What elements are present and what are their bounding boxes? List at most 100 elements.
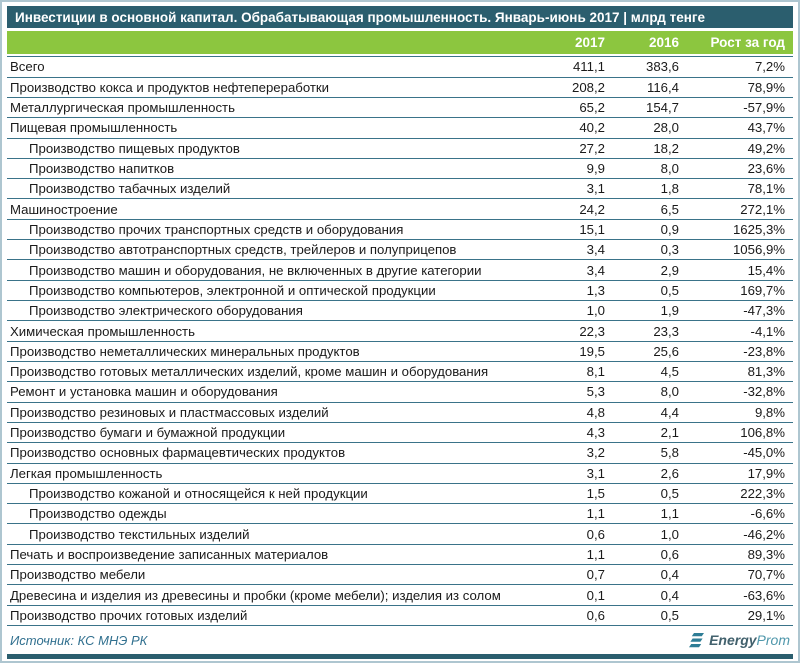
- cell-2017: 3,4: [586, 262, 605, 278]
- cell-2016: 1,8: [660, 181, 679, 197]
- row-label: Производство компьютеров, электронной и …: [29, 282, 436, 298]
- cell-growth: -23,8%: [743, 343, 785, 359]
- row-label: Легкая промышленность: [10, 465, 163, 481]
- column-header-growth: Рост за год: [710, 35, 785, 51]
- page-title: Инвестиции в основной капитал. Обрабатыв…: [7, 6, 793, 29]
- row-label: Производство прочих готовых изделий: [10, 607, 248, 623]
- table-row: Ремонт и установка машин и оборудования 5…: [7, 382, 793, 403]
- row-label: Всего: [10, 59, 45, 75]
- cell-growth: 106,8%: [740, 425, 785, 441]
- cell-growth: 70,7%: [747, 567, 785, 583]
- row-label: Ремонт и установка машин и оборудования: [10, 384, 278, 400]
- cell-growth: 81,3%: [747, 364, 785, 380]
- cell-growth: -4,1%: [750, 323, 785, 339]
- cell-2017: 24,2: [579, 201, 605, 217]
- cell-2017: 40,2: [579, 120, 605, 136]
- cell-2017: 5,3: [586, 384, 605, 400]
- energyprom-logo-icon: [688, 632, 705, 649]
- row-label: Древесина и изделия из древесины и пробк…: [10, 587, 501, 603]
- footer: Источник: КС МНЭ РК EnergyProm: [7, 626, 793, 654]
- cell-2016: 6,5: [660, 201, 679, 217]
- logo-text-energy: Energy: [709, 632, 757, 649]
- cell-2017: 8,1: [586, 364, 605, 380]
- cell-2016: 4,4: [660, 404, 679, 420]
- table-row: Производство одежды 1,1 1,1 -6,6%: [7, 504, 793, 525]
- row-label: Производство готовых металлических издел…: [10, 364, 489, 380]
- cell-growth: 23,6%: [747, 161, 785, 177]
- cell-growth: 7,2%: [754, 59, 785, 75]
- cell-2016: 23,3: [653, 323, 679, 339]
- table-row: Производство кожаной и относящейся к ней…: [7, 484, 793, 505]
- table-row: Производство основных фармацевтических п…: [7, 443, 793, 464]
- cell-2017: 0,1: [586, 587, 605, 603]
- row-label: Производство табачных изделий: [29, 181, 231, 197]
- cell-2016: 4,5: [660, 364, 679, 380]
- cell-growth: -6,6%: [750, 506, 785, 522]
- cell-growth: 78,9%: [747, 79, 785, 95]
- cell-2017: 9,9: [586, 161, 605, 177]
- table-row: Производство прочих транспортных средств…: [7, 220, 793, 241]
- cell-growth: -46,2%: [743, 526, 785, 542]
- table-header: 2017 2016 Рост за год: [7, 31, 793, 55]
- cell-2017: 1,1: [586, 506, 605, 522]
- cell-2017: 4,3: [586, 425, 605, 441]
- row-label: Производство кожаной и относящейся к ней…: [29, 486, 368, 502]
- cell-2016: 0,6: [660, 546, 679, 562]
- cell-growth: 15,4%: [747, 262, 785, 278]
- row-label: Производство бумаги и бумажной продукции: [10, 425, 286, 441]
- cell-2016: 1,9: [660, 303, 679, 319]
- cell-2016: 1,1: [660, 506, 679, 522]
- cell-2016: 2,1: [660, 425, 679, 441]
- cell-2017: 19,5: [579, 343, 605, 359]
- cell-growth: -57,9%: [743, 100, 785, 116]
- cell-2016: 8,0: [660, 384, 679, 400]
- table-body: Всего 411,1 383,6 7,2% Производство кокса и …: [7, 56, 793, 627]
- table-row: Производство автотранспортных средств, т…: [7, 240, 793, 261]
- cell-growth: 89,3%: [747, 546, 785, 562]
- row-label: Металлургическая промышленность: [10, 100, 235, 116]
- table-row: Древесина и изделия из древесины и пробк…: [7, 585, 793, 606]
- cell-2017: 65,2: [579, 100, 605, 116]
- logo-text: EnergyProm: [709, 632, 790, 648]
- cell-2017: 1,1: [586, 546, 605, 562]
- cell-growth: 43,7%: [747, 120, 785, 136]
- table-row: Производство прочих готовых изделий 0,6 0,…: [7, 606, 793, 627]
- cell-growth: 169,7%: [740, 282, 785, 298]
- cell-2017: 0,6: [586, 526, 605, 542]
- row-label: Химическая промышленность: [10, 323, 195, 339]
- cell-2017: 208,2: [571, 79, 605, 95]
- row-label: Производство электрического оборудования: [29, 303, 303, 319]
- cell-2017: 22,3: [579, 323, 605, 339]
- cell-2016: 0,5: [660, 607, 679, 623]
- cell-growth: 272,1%: [740, 201, 785, 217]
- cell-2016: 0,3: [660, 242, 679, 258]
- row-label: Печать и воспроизведение записанных мате…: [10, 546, 329, 562]
- cell-2017: 1,5: [586, 486, 605, 502]
- cell-2016: 25,6: [653, 343, 679, 359]
- row-label: Производство одежды: [29, 506, 167, 522]
- row-label: Производство машин и оборудования, не вк…: [29, 262, 482, 278]
- cell-growth: 222,3%: [740, 486, 785, 502]
- row-label: Производство кокса и продуктов нефтепере…: [10, 79, 330, 95]
- row-label: Производство основных фармацевтических п…: [10, 445, 346, 461]
- table-row: Производство табачных изделий 3,1 1,8 78,1%: [7, 179, 793, 200]
- cell-growth: 1625,3%: [732, 221, 785, 237]
- cell-growth: -63,6%: [743, 587, 785, 603]
- row-label: Производство пищевых продуктов: [29, 140, 240, 156]
- table-row: Производство напитков 9,9 8,0 23,6%: [7, 159, 793, 180]
- cell-2017: 4,8: [586, 404, 605, 420]
- cell-growth: 1056,9%: [732, 242, 785, 258]
- row-label: Производство напитков: [29, 161, 175, 177]
- table-row: Производство электрического оборудования…: [7, 301, 793, 322]
- cell-2016: 18,2: [653, 140, 679, 156]
- cell-2017: 3,1: [586, 465, 605, 481]
- table-row: Печать и воспроизведение записанных мате…: [7, 545, 793, 566]
- cell-2017: 0,7: [586, 567, 605, 583]
- row-label: Производство текстильных изделий: [29, 526, 250, 542]
- row-label: Машиностроение: [10, 201, 118, 217]
- cell-2017: 3,2: [586, 445, 605, 461]
- cell-2016: 2,6: [660, 465, 679, 481]
- energyprom-logo: EnergyProm: [688, 632, 790, 649]
- cell-growth: 17,9%: [747, 465, 785, 481]
